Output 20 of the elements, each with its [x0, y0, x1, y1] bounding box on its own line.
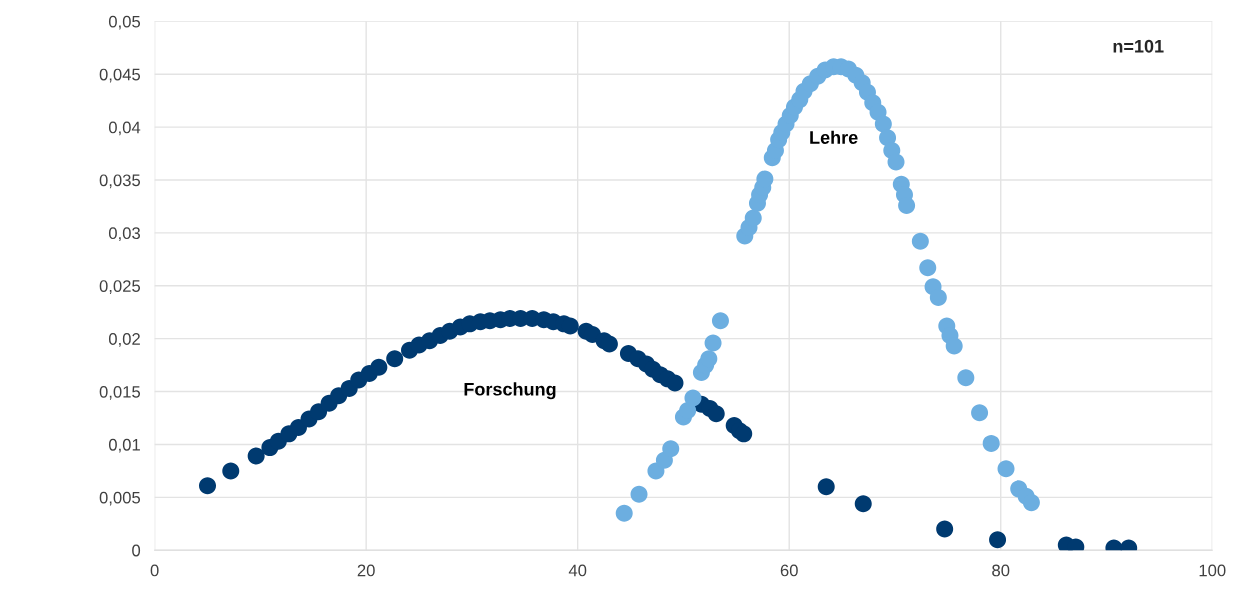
y-tick-label: 0,01	[108, 438, 140, 453]
text: Forschung	[464, 382, 556, 400]
x-tick-label: 0	[150, 564, 159, 577]
annotation: n=101	[1113, 39, 1164, 53]
x-tick-label: 20	[357, 564, 375, 577]
y-tick-label: 0,045	[99, 68, 141, 83]
y-tick-label: 0,04	[108, 121, 141, 136]
series-label: Lehre	[810, 130, 858, 144]
y-tick-label: 0,03	[108, 227, 141, 242]
y-tick-label: 0,02	[108, 333, 140, 347]
x-tick-label: 80	[992, 564, 1010, 577]
y-tick-label: 0,005	[99, 491, 141, 506]
x-tick-label: 40	[568, 564, 587, 577]
x-tick-label: 60	[780, 564, 798, 577]
y-tick-label: 0	[132, 544, 141, 557]
y-tick-label: 0,025	[99, 280, 141, 294]
x-tick-label: 100	[1199, 564, 1226, 577]
y-tick-label: 0,05	[108, 15, 141, 30]
y-tick-label: 0,015	[99, 385, 141, 400]
y-tick-label: 0,035	[99, 174, 141, 189]
